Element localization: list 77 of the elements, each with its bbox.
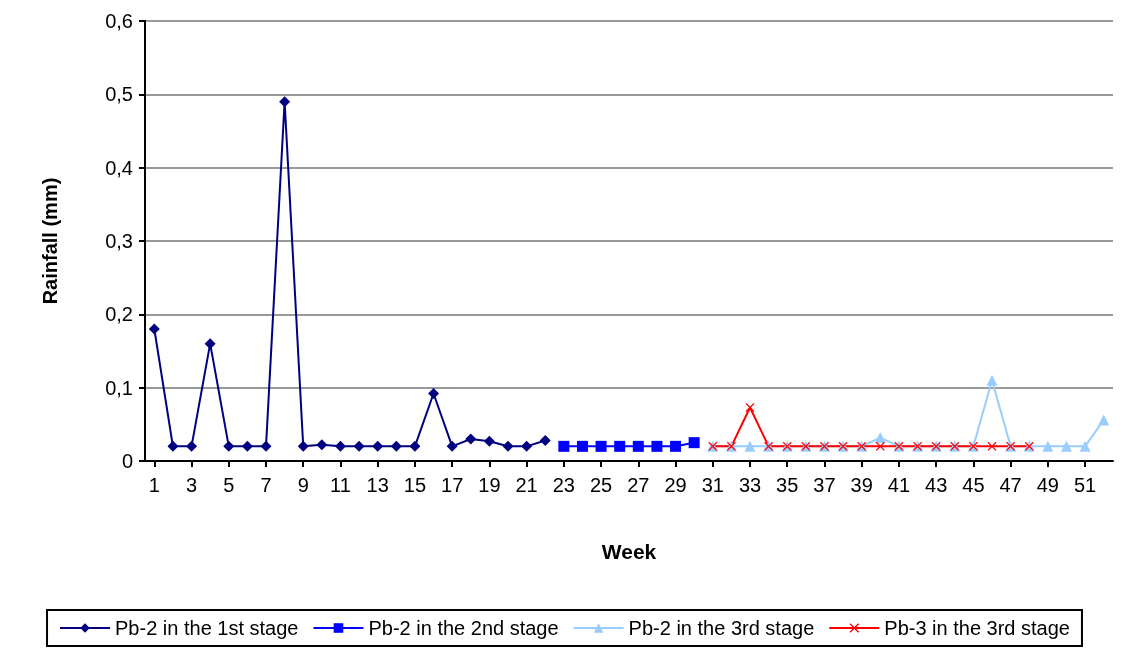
legend-label: Pb-3 in the 3rd stage: [884, 617, 1070, 639]
x-tick-label: 29: [664, 474, 687, 496]
legend-label: Pb-2 in the 1st stage: [115, 617, 299, 639]
x-tick-label: 23: [552, 474, 575, 496]
y-tick-label: 0: [121, 450, 133, 472]
x-tick-label: 47: [999, 474, 1022, 496]
x-tick-label: 1: [148, 474, 160, 496]
x-tick-label: 9: [297, 474, 309, 496]
x-tick-label: 45: [962, 474, 985, 496]
y-axis-title: Rainfall (mm): [39, 177, 61, 305]
point: [986, 374, 998, 386]
point: [260, 440, 272, 452]
x-tick-label: 19: [478, 474, 501, 496]
point: [428, 388, 440, 400]
point: [502, 440, 514, 452]
point: [1060, 440, 1072, 452]
point: [186, 440, 198, 452]
point: [576, 440, 588, 452]
point: [651, 440, 663, 452]
x-tick-label: 25: [589, 474, 613, 496]
point: [558, 440, 570, 452]
x-axis-title: Week: [601, 540, 657, 563]
point: [279, 96, 291, 108]
x-tick-label: 49: [1036, 474, 1059, 496]
x-tick-label: 51: [1073, 474, 1097, 496]
point: [334, 440, 346, 452]
point: [745, 402, 755, 412]
point: [297, 440, 309, 452]
x-tick-label: 17: [441, 474, 464, 496]
point: [632, 440, 644, 452]
point: [241, 440, 253, 452]
x-tick-label: 11: [330, 474, 351, 496]
point: [595, 440, 607, 452]
point: [353, 440, 365, 452]
x-tick-label: 15: [403, 474, 427, 496]
point: [744, 440, 756, 452]
point: [148, 323, 160, 335]
point: [1079, 440, 1091, 452]
point: [372, 440, 384, 452]
x-tick-label: 13: [366, 474, 389, 496]
y-tick-label: 0,5: [105, 83, 133, 106]
point: [409, 440, 421, 452]
x-tick-label: 21: [515, 474, 538, 496]
point: [1042, 440, 1054, 452]
point: [465, 433, 477, 445]
point: [223, 440, 235, 452]
point: [1098, 414, 1110, 426]
point: [614, 440, 626, 452]
y-tick-label: 0,3: [105, 230, 133, 252]
x-tick-label: 41: [887, 474, 911, 496]
x-tick-label: 27: [627, 474, 650, 496]
point: [688, 437, 700, 449]
x-tick-label: 7: [260, 474, 272, 496]
legend-label: Pb-2 in the 2nd stage: [368, 617, 559, 639]
x-tick-label: 3: [185, 474, 198, 496]
point: [521, 440, 533, 452]
x-tick-label: 5: [223, 474, 235, 496]
point: [483, 435, 495, 447]
point: [167, 440, 179, 452]
legend-label: Pb-2 in the 3rd stage: [628, 617, 815, 639]
y-tick-label: 0,4: [105, 156, 133, 179]
point: [316, 439, 328, 451]
point: [874, 432, 886, 444]
point: [390, 440, 402, 452]
y-tick-label: 0,2: [105, 303, 133, 326]
point: [446, 440, 458, 452]
point: [987, 441, 997, 451]
x-tick-label: 31: [701, 474, 724, 496]
x-tick-label: 33: [738, 474, 762, 496]
point: [539, 434, 551, 446]
y-tick-label: 0,6: [105, 10, 133, 32]
x-tick-label: 43: [925, 474, 948, 496]
point: [670, 440, 682, 452]
x-tick-label: 37: [813, 474, 836, 496]
x-tick-label: 39: [850, 474, 873, 496]
x-tick-label: 35: [776, 474, 799, 496]
y-tick-label: 0,1: [105, 376, 133, 399]
